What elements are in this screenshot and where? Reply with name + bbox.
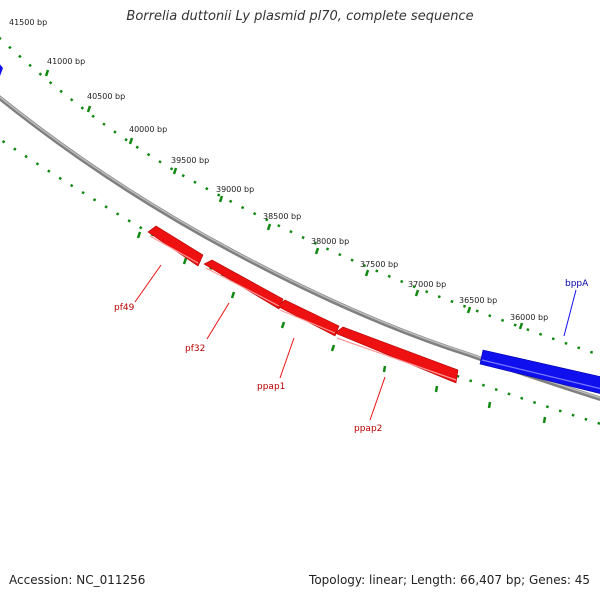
- scale-label: 40000 bp: [129, 125, 167, 134]
- scale-label: 37000 bp: [408, 280, 446, 289]
- leader-bppA: [563, 289, 577, 337]
- gene-label-ppap2: ppap2: [354, 424, 382, 434]
- scale-label: 37500 bp: [360, 260, 398, 269]
- major-tick: [128, 137, 134, 145]
- major-tick: [266, 223, 272, 231]
- gene-label-pf49: pf49: [114, 303, 135, 313]
- scale-label: 39000 bp: [216, 185, 254, 194]
- outer-major-ticks: [44, 69, 524, 330]
- major-tick: [518, 322, 524, 330]
- major-tick: [218, 195, 224, 203]
- scale-labels: 41500 bp 41000 bp 40500 bp 40000 bp 3950…: [9, 18, 548, 322]
- gene-label-bppA: bppA: [565, 279, 589, 289]
- map-title: Borrelia duttonii Ly plasmid pl70, compl…: [126, 9, 474, 24]
- major-tick: [364, 269, 370, 277]
- major-tick: [182, 257, 188, 265]
- major-ticks: [136, 231, 547, 424]
- major-tick: [382, 365, 387, 373]
- leader-ppap2: [369, 376, 386, 421]
- forward-gene-edge-marker[interactable]: [0, 62, 3, 76]
- forward-genes: [479, 349, 600, 394]
- reverse-genes: [147, 225, 459, 384]
- gene-labels: pf49 pf32 ppap1 ppap2 bppA: [114, 279, 589, 434]
- major-tick: [434, 385, 439, 393]
- major-tick: [542, 416, 547, 424]
- gene-label-ppap1: ppap1: [257, 382, 285, 392]
- inner-scale-ring: [0, 137, 600, 426]
- scale-label: 36000 bp: [510, 313, 548, 322]
- major-tick: [172, 167, 178, 175]
- scale-label: 36500 bp: [459, 296, 497, 305]
- scale-label: 41500 bp: [9, 18, 47, 27]
- major-tick: [136, 231, 142, 239]
- outer-scale-ring: [0, 36, 600, 357]
- gene-label-leaders: [134, 264, 577, 421]
- gene-bppA-bar[interactable]: [479, 349, 600, 394]
- major-tick: [487, 401, 492, 409]
- major-tick: [330, 344, 336, 352]
- accession-label: Accession: NC_011256: [9, 573, 146, 587]
- major-tick: [86, 105, 92, 113]
- major-tick: [314, 247, 320, 255]
- gene-shading: [481, 359, 600, 390]
- scale-label: 41000 bp: [47, 57, 85, 66]
- scale-label: 38000 bp: [311, 237, 349, 246]
- major-tick: [230, 291, 236, 299]
- major-tick: [280, 321, 286, 329]
- leader-ppap1: [279, 337, 295, 379]
- gene-pf32-bar[interactable]: [203, 259, 284, 310]
- scale-label: 39500 bp: [171, 156, 209, 165]
- major-tick: [44, 69, 50, 77]
- gene-label-pf32: pf32: [185, 344, 205, 354]
- gene-shading: [149, 235, 457, 381]
- scale-label: 40500 bp: [87, 92, 125, 101]
- major-tick: [414, 289, 420, 297]
- gene-pf49-bar[interactable]: [147, 225, 204, 267]
- sequence-summary: Topology: linear; Length: 66,407 bp; Gen…: [309, 573, 590, 587]
- leader-pf49: [134, 264, 162, 303]
- leader-pf32: [206, 302, 230, 340]
- scale-label: 38500 bp: [263, 212, 301, 221]
- gene-ppap1-bar[interactable]: [276, 299, 340, 337]
- major-tick: [466, 306, 472, 314]
